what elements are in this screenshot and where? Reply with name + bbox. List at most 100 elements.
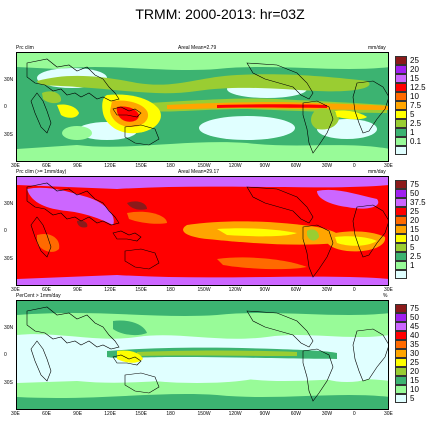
legend-swatch [395, 340, 407, 349]
legend-label: 7.5 [410, 101, 422, 110]
legend-swatch [395, 83, 407, 92]
lon-tick-label: 60E [42, 411, 51, 417]
panel-2-center-label: Areal Mean=29.17 [178, 169, 220, 175]
lon-tick-label: 60W [290, 411, 302, 417]
legend-swatch [395, 234, 407, 243]
lon-tick-label: 0 [352, 163, 356, 169]
legend-label: 20 [410, 216, 419, 225]
legend-swatch [395, 304, 407, 313]
lon-tick-label: 150E [135, 287, 148, 293]
panel-2-unit: mm/day [368, 169, 386, 175]
legend-label: 15 [410, 376, 419, 385]
panel-2-legend: 75 50 37.5 25 20 15 10 5 2.5 1 [395, 180, 440, 280]
lon-tick-label: 60E [42, 287, 51, 293]
lon-tick-label: 90E [73, 411, 83, 417]
lon-tick-label: 90E [73, 287, 83, 293]
lat-tick-label: 30S [4, 131, 13, 138]
legend-label: 20 [410, 367, 419, 376]
legend-label: 40 [410, 331, 419, 340]
lon-tick-label: 180 [166, 163, 175, 169]
lon-tick-label: 30W [321, 287, 333, 293]
legend-label: 2.5 [410, 119, 422, 128]
lon-tick-label: 120W [228, 287, 242, 293]
legend-swatch [395, 65, 407, 74]
lon-tick-label: 60W [290, 163, 302, 169]
lon-tick-label: 150E [135, 163, 148, 169]
lon-tick-label: 120W [228, 411, 242, 417]
legend-label: 45 [410, 322, 419, 331]
legend-label: 12.5 [410, 83, 426, 92]
lon-tick-label: 90W [259, 287, 270, 293]
lat-tick-label: 30N [4, 200, 14, 207]
lon-tick-label: 180 [166, 411, 175, 417]
legend-swatch [395, 252, 407, 261]
lon-tick-label: 120E [104, 163, 116, 169]
lon-tick-label: 0 [352, 287, 356, 293]
legend-swatch [395, 270, 407, 279]
legend-swatch [395, 189, 407, 198]
lon-tick-label: 30W [321, 163, 333, 169]
legend-swatch [395, 180, 407, 189]
legend-swatch [395, 74, 407, 83]
legend-label: 15 [410, 225, 419, 234]
legend-swatch [395, 128, 407, 137]
legend-swatch [395, 331, 407, 340]
lat-tick-label: 0 [4, 352, 7, 358]
legend-swatch [395, 394, 407, 403]
legend-swatch [395, 119, 407, 128]
legend-label: 25 [410, 207, 419, 216]
lon-tick-label: 120E [104, 411, 116, 417]
legend-label: 37.5 [410, 198, 426, 207]
panel-2-left-label: Prc clim (>= 1mm/day) [16, 169, 67, 175]
legend-label: 5 [410, 394, 415, 403]
lon-tick-label: 30E [11, 163, 20, 169]
lat-tick-label: 30S [4, 255, 13, 262]
legend-swatch [395, 322, 407, 331]
legend-label: 5 [410, 243, 415, 252]
panel-2-map-svg [17, 177, 388, 285]
legend-label: 20 [410, 65, 419, 74]
panel-2-map [16, 176, 389, 286]
legend-label: 50 [410, 189, 419, 198]
legend-swatch [395, 92, 407, 101]
lon-tick-label: 150E [135, 411, 148, 417]
legend-swatch [395, 56, 407, 65]
lon-tick-label: 30E [11, 411, 20, 417]
panel-3-legend: 75 50 45 40 35 30 25 20 15 10 5 [395, 304, 440, 404]
legend-swatch [395, 358, 407, 367]
legend-swatch [395, 349, 407, 358]
legend-label: 10 [410, 385, 419, 394]
legend-swatch [395, 216, 407, 225]
legend-label: 1 [410, 128, 415, 137]
legend-swatch [395, 376, 407, 385]
lon-tick-label: 90W [259, 163, 270, 169]
lat-tick-label: 0 [4, 228, 7, 234]
lon-tick-label: 60W [290, 287, 302, 293]
legend-swatch [395, 225, 407, 234]
panel-1-map [16, 52, 389, 162]
legend-swatch [395, 385, 407, 394]
lon-tick-label: 120W [228, 163, 242, 169]
lat-tick-label: 0 [4, 104, 7, 110]
legend-label: 5 [410, 110, 415, 119]
panel-3-left-label: PerCent > 1mm/day [16, 293, 61, 299]
lon-tick-label: 180 [166, 287, 175, 293]
panel-1-left-label: Prc clim [16, 45, 34, 51]
legend-label: 25 [410, 358, 419, 367]
legend-label: 10 [410, 92, 419, 101]
legend-label: 35 [410, 340, 419, 349]
lon-tick-label: 120E [104, 287, 116, 293]
legend-label: 10 [410, 234, 419, 243]
legend-swatch [395, 146, 407, 155]
lon-tick-label: 150W [197, 287, 211, 293]
legend-swatch [395, 137, 407, 146]
legend-swatch [395, 367, 407, 376]
legend-swatch [395, 261, 407, 270]
lon-tick-label: 30E [384, 287, 393, 293]
legend-label: 1 [410, 261, 415, 270]
lon-tick-label: 30E [11, 287, 20, 293]
legend-label: 75 [410, 304, 419, 313]
lat-tick-label: 30S [4, 379, 13, 386]
panel-3-map-svg [17, 301, 388, 409]
legend-swatch [395, 313, 407, 322]
